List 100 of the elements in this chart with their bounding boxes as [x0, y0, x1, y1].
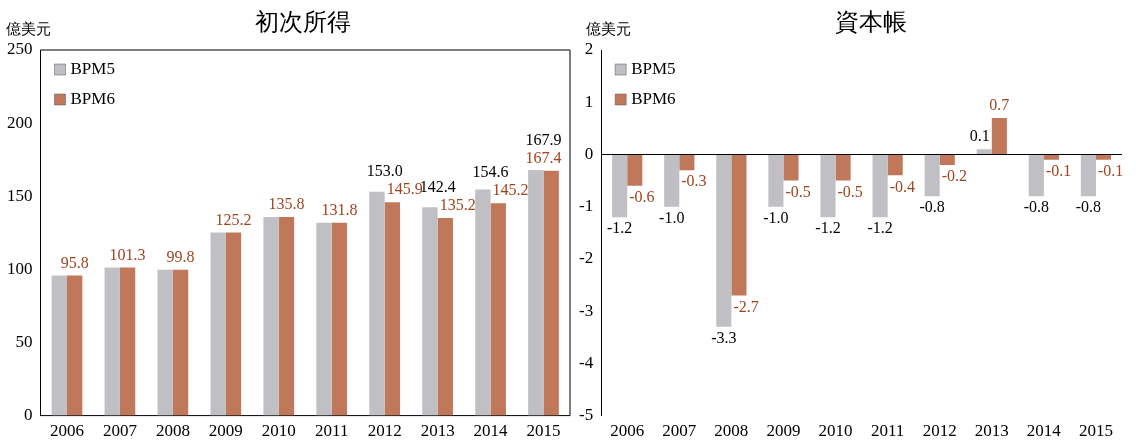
bar [835, 154, 851, 181]
x-tick-label: 2015 [1078, 421, 1113, 441]
bar [384, 202, 401, 416]
bar [490, 203, 506, 416]
data-label: -0.3 [681, 172, 707, 190]
y-tick-label: -4 [578, 352, 594, 372]
bar [1080, 154, 1096, 197]
data-label: -1.2 [867, 219, 893, 237]
bar [422, 207, 438, 416]
bar [731, 154, 747, 296]
y-tick-label: 2 [584, 39, 594, 59]
data-label: -1.2 [606, 219, 633, 237]
data-label: -0.5 [785, 182, 811, 200]
data-label: 135.8 [268, 195, 305, 213]
x-tick-label: 2010 [261, 421, 296, 441]
bar [104, 267, 120, 416]
data-label: -0.2 [941, 167, 968, 185]
data-label: 167.9 [525, 131, 562, 148]
y-tick-label: -2 [578, 248, 594, 268]
bar [157, 269, 173, 416]
bar [1028, 154, 1044, 197]
data-label: 131.8 [321, 201, 358, 219]
bar [664, 154, 680, 207]
x-tick-label: 2012 [367, 421, 402, 441]
chart-title: 資本帳 [835, 8, 907, 36]
bar [768, 154, 784, 207]
x-tick-label: 2009 [766, 421, 801, 441]
bar [225, 232, 242, 416]
bar [369, 191, 385, 416]
data-label: -2.7 [733, 297, 759, 315]
data-label: 95.8 [60, 253, 89, 271]
bar [716, 154, 732, 327]
bar [939, 154, 955, 165]
x-tick-label: 2015 [526, 421, 561, 441]
y-axis-title: 億美元 [586, 20, 631, 39]
x-tick-label: 2013 [420, 421, 455, 441]
data-label: 153.0 [366, 162, 403, 180]
x-tick-label: 2008 [155, 421, 190, 441]
data-label: 99.8 [166, 247, 195, 265]
y-tick-label: -3 [578, 300, 594, 320]
x-tick-label: 2010 [818, 421, 853, 441]
data-label: -0.8 [919, 198, 945, 216]
bar [820, 154, 836, 218]
data-label: -0.6 [629, 188, 655, 205]
data-label: -0.4 [889, 177, 915, 195]
bar [679, 154, 695, 171]
legend-label: BPM6 [631, 89, 676, 109]
y-tick-label: 0 [584, 143, 594, 163]
x-tick-label: 2008 [714, 421, 749, 441]
x-tick-label: 2014 [473, 421, 509, 441]
y-tick-label: 100 [7, 258, 33, 278]
y-tick-label: 150 [7, 185, 33, 205]
bar [627, 154, 643, 186]
x-tick-label: 2006 [49, 421, 84, 441]
y-tick-label: -1 [578, 196, 594, 216]
bar [119, 267, 136, 416]
data-label: -0.5 [837, 182, 863, 200]
bar [783, 154, 799, 181]
y-tick-label: 250 [7, 39, 33, 59]
bar [278, 217, 295, 416]
data-label: -0.1 [1045, 161, 1072, 179]
bar [612, 154, 628, 218]
y-tick-label: 1 [584, 91, 594, 111]
data-label: -0.1 [1097, 161, 1124, 179]
bar [991, 117, 1007, 155]
y-tick-label: -5 [578, 405, 594, 425]
x-tick-label: 2009 [208, 421, 243, 441]
x-tick-label: 2007 [102, 421, 138, 441]
x-tick-label: 2012 [922, 421, 957, 441]
x-tick-label: 2011 [870, 421, 905, 441]
x-tick-label: 2007 [662, 421, 697, 441]
y-axis-title: 億美元 [6, 20, 51, 39]
data-label: 0.7 [989, 96, 1010, 114]
bar [437, 217, 453, 416]
data-label: -1.0 [763, 208, 789, 226]
data-label: 125.2 [215, 210, 252, 228]
bar [924, 154, 940, 197]
bar [528, 170, 544, 416]
bar [263, 217, 279, 416]
data-label: -0.8 [1023, 198, 1049, 216]
data-label: 0.1 [969, 127, 990, 145]
bar [316, 222, 332, 416]
bar [887, 154, 903, 176]
data-label: -1.2 [815, 219, 841, 237]
x-tick-label: 2013 [974, 421, 1009, 441]
data-label: -3.3 [711, 329, 737, 347]
y-tick-label: 0 [24, 405, 33, 425]
data-label: 135.2 [439, 196, 476, 214]
data-label: 167.4 [525, 149, 562, 166]
legend-label: BPM5 [631, 59, 676, 79]
bar [66, 275, 83, 416]
data-label: 101.3 [109, 245, 146, 263]
bar [872, 154, 888, 218]
bar [331, 222, 348, 416]
x-tick-label: 2006 [610, 421, 645, 441]
y-tick-label: 50 [15, 331, 33, 351]
data-label: -1.0 [659, 208, 685, 226]
legend-label: BPM6 [70, 89, 115, 109]
bar [475, 189, 491, 416]
x-tick-label: 2014 [1026, 421, 1062, 441]
